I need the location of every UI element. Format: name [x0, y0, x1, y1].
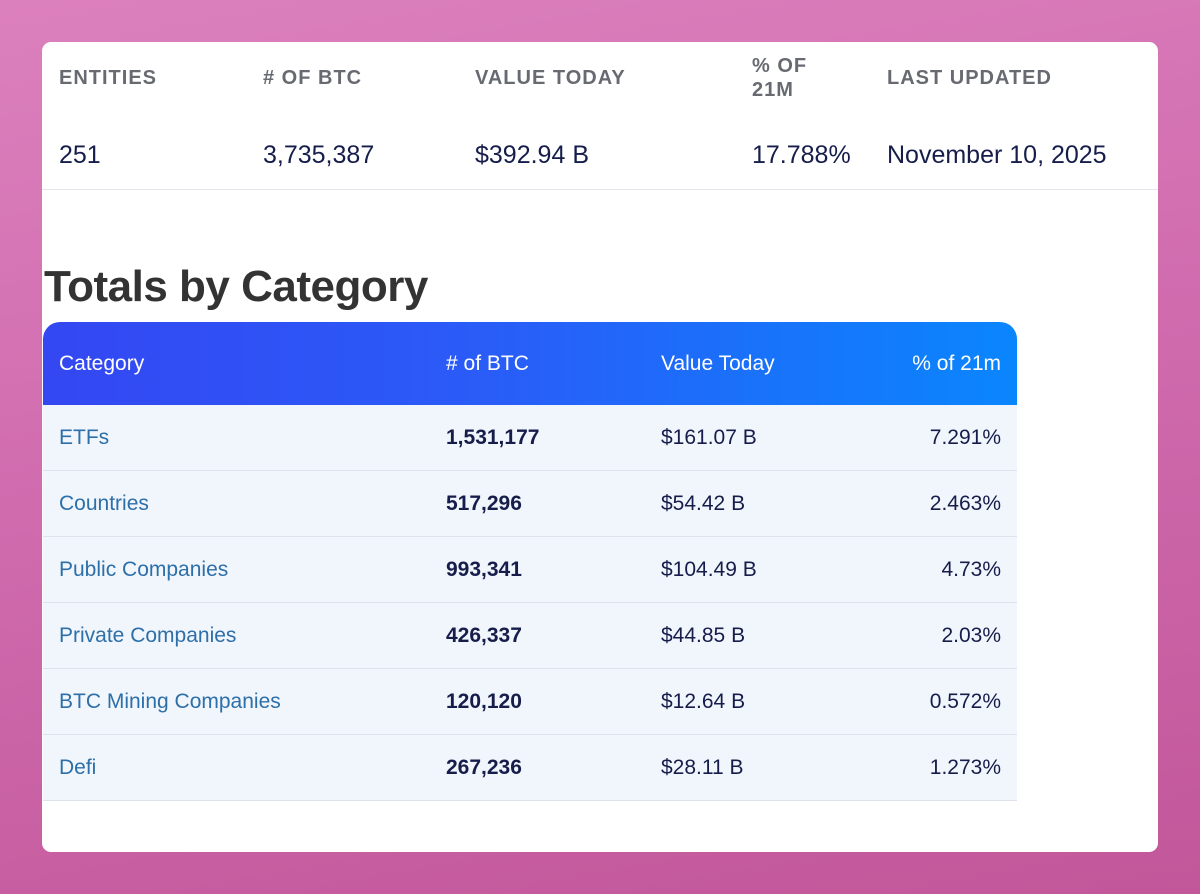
- category-link[interactable]: Public Companies: [59, 557, 229, 581]
- btc-cell: 426,337: [446, 623, 522, 647]
- table-row: BTC Mining Companies 120,120 $12.64 B 0.572…: [43, 669, 1017, 735]
- stat-value: 17.788%: [752, 141, 851, 169]
- category-link[interactable]: Defi: [59, 755, 97, 779]
- header-category: Category: [59, 351, 145, 375]
- stat-label: ENTITIES: [59, 67, 158, 89]
- stat-label: VALUE TODAY: [475, 67, 626, 89]
- pct-cell: 4.73%: [941, 557, 1001, 581]
- stat-value: 251: [59, 141, 101, 169]
- table-row: Public Companies 993,341 $104.49 B 4.73%: [43, 537, 1017, 603]
- stat-value: $392.94 B: [475, 141, 589, 169]
- content-card: ENTITIES 251 # OF BTC 3,735,387 VALUE TO…: [42, 42, 1158, 852]
- stat-value: 3,735,387: [263, 141, 375, 169]
- stat-value: November 10, 2025: [887, 141, 1107, 169]
- header-btc: # of BTC: [446, 351, 529, 375]
- category-link[interactable]: Countries: [59, 491, 149, 515]
- table-header: Category # of BTC Value Today % of 21m: [43, 322, 1017, 405]
- header-value: Value Today: [661, 351, 775, 375]
- btc-cell: 1,531,177: [446, 425, 540, 449]
- value-cell: $161.07 B: [661, 425, 757, 449]
- category-link[interactable]: ETFs: [59, 425, 110, 449]
- header-pct: % of 21m: [912, 351, 1001, 375]
- value-cell: $44.85 B: [661, 623, 746, 647]
- category-link[interactable]: BTC Mining Companies: [59, 689, 281, 713]
- pct-cell: 1.273%: [929, 755, 1001, 779]
- stat-label: % OF 21M: [752, 55, 808, 101]
- value-cell: $54.42 B: [661, 491, 746, 515]
- pct-cell: 7.291%: [929, 425, 1001, 449]
- stat-label: LAST UPDATED: [887, 67, 1052, 89]
- summary-stats: ENTITIES 251 # OF BTC 3,735,387 VALUE TO…: [42, 42, 1158, 190]
- btc-cell: 993,341: [446, 557, 522, 581]
- stat-label: # OF BTC: [263, 67, 363, 89]
- value-cell: $28.11 B: [661, 755, 744, 779]
- pct-cell: 0.572%: [929, 689, 1001, 713]
- table-row: Defi 267,236 $28.11 B 1.273%: [43, 735, 1017, 801]
- section-title: Totals by Category: [44, 262, 428, 311]
- value-cell: $104.49 B: [661, 557, 757, 581]
- table-row: ETFs 1,531,177 $161.07 B 7.291%: [43, 405, 1017, 471]
- btc-cell: 517,296: [446, 491, 522, 515]
- pct-cell: 2.463%: [929, 491, 1001, 515]
- value-cell: $12.64 B: [661, 689, 746, 713]
- table-row: Countries 517,296 $54.42 B 2.463%: [43, 471, 1017, 537]
- pct-cell: 2.03%: [941, 623, 1001, 647]
- table-row: Private Companies 426,337 $44.85 B 2.03%: [43, 603, 1017, 669]
- btc-cell: 120,120: [446, 689, 522, 713]
- btc-cell: 267,236: [446, 755, 522, 779]
- category-link[interactable]: Private Companies: [59, 623, 237, 647]
- totals-table: Category # of BTC Value Today % of 21m E…: [43, 322, 1017, 801]
